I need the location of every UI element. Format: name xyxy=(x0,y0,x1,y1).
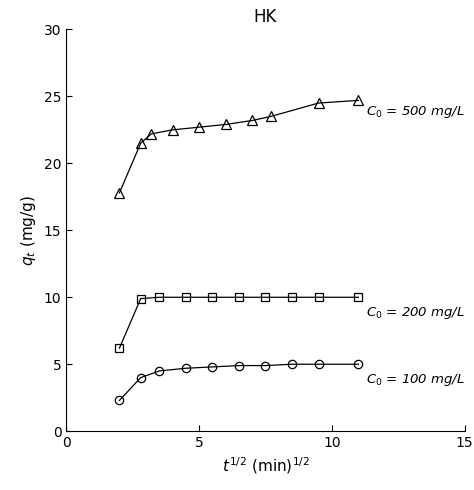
Text: $C_0$ = 200 mg/L: $C_0$ = 200 mg/L xyxy=(366,305,465,321)
X-axis label: $t^{1/2}$ (min)$^{1/2}$: $t^{1/2}$ (min)$^{1/2}$ xyxy=(221,456,310,476)
Title: HK: HK xyxy=(254,8,277,26)
Y-axis label: $q_t$ (mg/g): $q_t$ (mg/g) xyxy=(19,195,38,266)
Text: $C_0$ = 100 mg/L: $C_0$ = 100 mg/L xyxy=(366,372,465,388)
Text: $C_0$ = 500 mg/L: $C_0$ = 500 mg/L xyxy=(366,104,465,121)
